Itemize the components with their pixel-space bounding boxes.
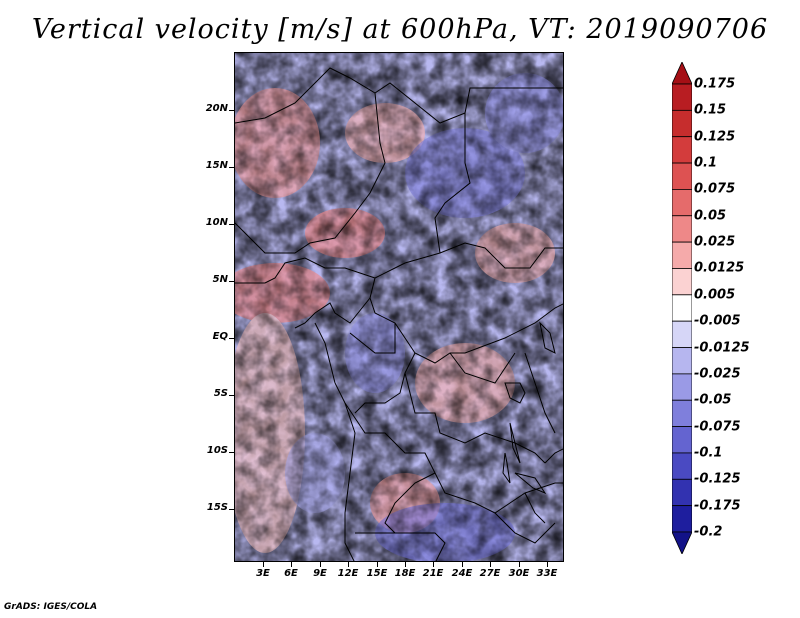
colorbar-label: -0.1 bbox=[694, 445, 723, 461]
lon-tick bbox=[377, 562, 378, 567]
lat-tick bbox=[229, 167, 234, 168]
map-plot-area bbox=[234, 52, 564, 562]
lon-tick bbox=[348, 562, 349, 567]
colorbar-segment bbox=[672, 320, 692, 348]
lon-tick bbox=[433, 562, 434, 567]
colorbar-label: -0.075 bbox=[694, 419, 741, 435]
lon-label-27e: 27E bbox=[479, 568, 501, 579]
lon-tick bbox=[490, 562, 491, 567]
lat-tick bbox=[229, 110, 234, 111]
lat-label-20n: 20N bbox=[205, 103, 228, 114]
colorbar-label: 0.125 bbox=[694, 129, 736, 145]
colorbar-segment bbox=[672, 136, 692, 164]
lon-tick bbox=[291, 562, 292, 567]
lat-label-15s: 15S bbox=[206, 502, 228, 513]
colorbar-label: 0.15 bbox=[694, 102, 727, 118]
lat-label-10s: 10S bbox=[206, 445, 228, 456]
lon-label-18e: 18E bbox=[394, 568, 416, 579]
lon-tick bbox=[547, 562, 548, 567]
colorbar-label: -0.005 bbox=[694, 313, 741, 329]
colorbar-top-arrow bbox=[672, 62, 692, 85]
colorbar-segment bbox=[672, 268, 692, 296]
colorbar-label: -0.175 bbox=[694, 498, 741, 514]
lat-label-eq: EQ bbox=[212, 331, 228, 342]
lat-tick bbox=[229, 281, 234, 282]
lon-label-30e: 30E bbox=[508, 568, 530, 579]
lon-tick bbox=[405, 562, 406, 567]
colorbar-label: 0.0125 bbox=[694, 260, 745, 276]
lat-tick bbox=[229, 452, 234, 453]
colorbar-segment bbox=[672, 241, 692, 269]
lat-label-5n: 5N bbox=[212, 274, 228, 285]
lat-tick bbox=[229, 509, 234, 510]
colorbar-segment bbox=[672, 189, 692, 217]
colorbar-label: 0.025 bbox=[694, 234, 736, 250]
colorbar-label: 0.1 bbox=[694, 155, 718, 171]
colorbar bbox=[672, 62, 692, 554]
colorbar-label: -0.125 bbox=[694, 471, 741, 487]
colorbar-segment bbox=[672, 162, 692, 190]
map-title: Vertical velocity [m/s] at 600hPa, VT: 2… bbox=[31, 14, 769, 45]
colorbar-label: 0.175 bbox=[694, 76, 736, 92]
lon-label-33e: 33E bbox=[536, 568, 558, 579]
colorbar-segment bbox=[672, 478, 692, 507]
lon-tick bbox=[263, 562, 264, 567]
lon-label-24e: 24E bbox=[451, 568, 473, 579]
lat-label-10n: 10N bbox=[205, 217, 228, 228]
colorbar-segment bbox=[672, 347, 692, 375]
lon-tick bbox=[519, 562, 520, 567]
lon-tick bbox=[320, 562, 321, 567]
lon-label-6e: 6E bbox=[284, 568, 298, 579]
lon-label-9e: 9E bbox=[313, 568, 327, 579]
colorbar-segment bbox=[672, 83, 692, 111]
colorbar-segment bbox=[672, 505, 692, 533]
lon-label-3e: 3E bbox=[256, 568, 270, 579]
colorbar-label: 0.005 bbox=[694, 287, 736, 303]
colorbar-label: -0.0125 bbox=[694, 340, 750, 356]
lon-label-21e: 21E bbox=[422, 568, 444, 579]
colorbar-label: -0.2 bbox=[694, 524, 723, 540]
lat-tick bbox=[229, 395, 234, 396]
colorbar-segment bbox=[672, 452, 692, 480]
lat-tick bbox=[229, 338, 234, 339]
colorbar-segment bbox=[672, 399, 692, 427]
lon-label-15e: 15E bbox=[366, 568, 388, 579]
lat-tick bbox=[229, 224, 234, 225]
lat-label-5s: 5S bbox=[213, 388, 228, 399]
colorbar-bottom-arrow bbox=[672, 531, 692, 554]
colorbar-label: -0.05 bbox=[694, 392, 732, 408]
lat-label-15n: 15N bbox=[205, 160, 228, 171]
colorbar-segment bbox=[672, 373, 692, 401]
colorbar-label: 0.05 bbox=[694, 208, 727, 224]
lakes bbox=[502, 321, 556, 495]
country-borders bbox=[235, 67, 563, 561]
grads-credit: GrADS: IGES/COLA bbox=[4, 602, 98, 612]
colorbar-segment bbox=[672, 109, 692, 138]
colorbar-label: 0.075 bbox=[694, 181, 736, 197]
colorbar-segment bbox=[672, 215, 692, 243]
colorbar-label: -0.025 bbox=[694, 366, 741, 382]
field-texture bbox=[235, 53, 563, 561]
lon-tick bbox=[462, 562, 463, 567]
lon-label-12e: 12E bbox=[337, 568, 359, 579]
colorbar-segment bbox=[672, 294, 692, 322]
colorbar-segment bbox=[672, 426, 692, 454]
